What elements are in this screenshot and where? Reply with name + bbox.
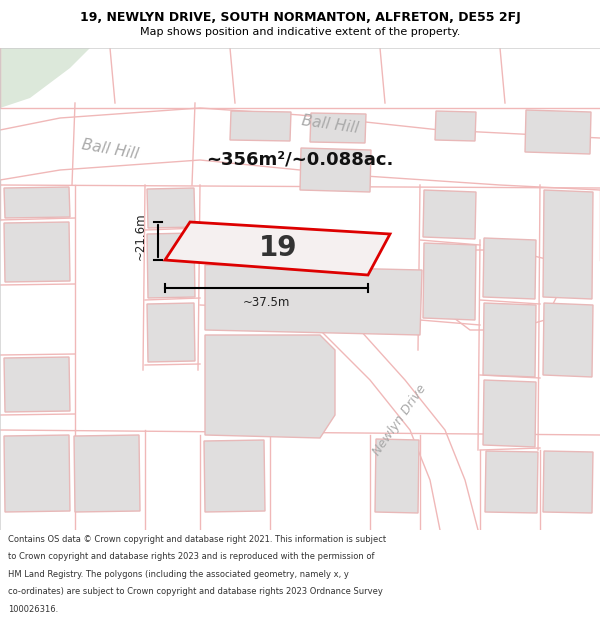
- Text: HM Land Registry. The polygons (including the associated geometry, namely x, y: HM Land Registry. The polygons (includin…: [8, 570, 349, 579]
- Text: ~21.6m: ~21.6m: [133, 212, 146, 260]
- Polygon shape: [4, 222, 70, 282]
- Polygon shape: [423, 243, 476, 320]
- Polygon shape: [0, 48, 90, 108]
- Polygon shape: [483, 380, 536, 447]
- Polygon shape: [483, 303, 536, 377]
- Text: co-ordinates) are subject to Crown copyright and database rights 2023 Ordnance S: co-ordinates) are subject to Crown copyr…: [8, 588, 383, 596]
- Polygon shape: [165, 222, 390, 275]
- Text: Map shows position and indicative extent of the property.: Map shows position and indicative extent…: [140, 28, 460, 38]
- Polygon shape: [320, 330, 478, 530]
- Polygon shape: [423, 190, 476, 239]
- Polygon shape: [0, 108, 600, 190]
- Polygon shape: [300, 148, 371, 192]
- Polygon shape: [543, 190, 593, 299]
- Polygon shape: [445, 250, 560, 330]
- Text: Ball Hill: Ball Hill: [301, 114, 359, 136]
- Polygon shape: [230, 111, 291, 141]
- Text: to Crown copyright and database rights 2023 and is reproduced with the permissio: to Crown copyright and database rights 2…: [8, 552, 374, 561]
- Polygon shape: [147, 303, 195, 362]
- Polygon shape: [485, 451, 538, 513]
- Text: ~356m²/~0.088ac.: ~356m²/~0.088ac.: [206, 151, 394, 169]
- Polygon shape: [4, 435, 70, 512]
- Text: 100026316.: 100026316.: [8, 605, 58, 614]
- Text: 19: 19: [259, 234, 298, 262]
- Polygon shape: [147, 188, 195, 228]
- Polygon shape: [74, 435, 140, 512]
- Polygon shape: [205, 265, 422, 335]
- Polygon shape: [543, 451, 593, 513]
- Polygon shape: [204, 440, 265, 512]
- Polygon shape: [435, 111, 476, 141]
- Polygon shape: [205, 335, 335, 438]
- Polygon shape: [147, 233, 195, 298]
- Text: ~37.5m: ~37.5m: [243, 296, 290, 309]
- Polygon shape: [543, 303, 593, 377]
- Polygon shape: [483, 238, 536, 299]
- Text: Contains OS data © Crown copyright and database right 2021. This information is : Contains OS data © Crown copyright and d…: [8, 535, 386, 544]
- Text: 19, NEWLYN DRIVE, SOUTH NORMANTON, ALFRETON, DE55 2FJ: 19, NEWLYN DRIVE, SOUTH NORMANTON, ALFRE…: [80, 11, 520, 24]
- Polygon shape: [4, 357, 70, 412]
- Text: Newlyn Drive: Newlyn Drive: [371, 382, 429, 458]
- Polygon shape: [375, 439, 419, 513]
- Text: Ball Hill: Ball Hill: [80, 138, 140, 162]
- Polygon shape: [525, 110, 591, 154]
- Polygon shape: [4, 187, 70, 218]
- Polygon shape: [310, 113, 366, 143]
